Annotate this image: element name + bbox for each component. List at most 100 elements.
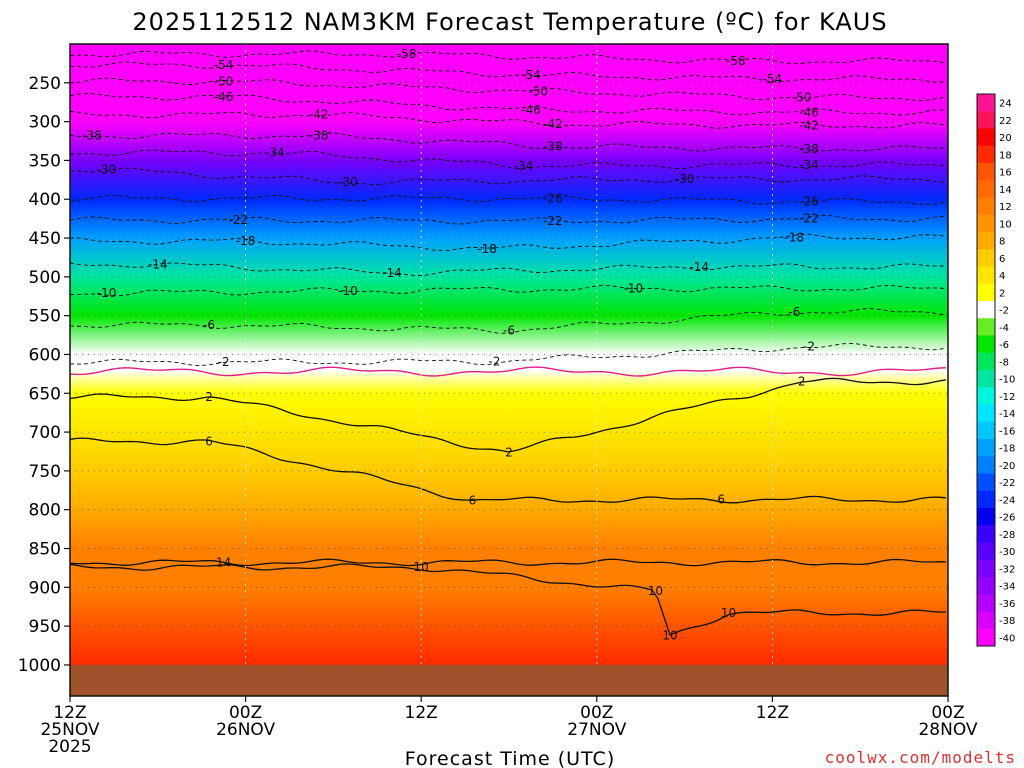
credit-link[interactable]: coolwx.com/modelts [825,748,1016,767]
x-tick-label: 00Z [931,703,964,723]
contour-label: 10 [648,584,663,598]
colorbar-swatch [977,163,995,181]
colorbar-swatch [977,611,995,630]
colorbar-label: 10 [999,219,1012,230]
x-tick-label: 00Z [229,703,262,723]
contour-line [70,558,947,567]
ground-below-surface [70,664,948,696]
colorbar-swatch [977,249,995,267]
colorbar-label: -36 [999,599,1015,610]
contour-label: -22 [799,212,819,226]
grid-lines [70,44,948,696]
colorbar-swatch [977,335,995,354]
contour-label: -6 [503,323,515,337]
contour-lines [70,50,947,636]
y-tick-label: 650 [29,384,61,404]
contour-label: -6 [788,305,800,319]
y-tick-label: 950 [29,617,61,637]
colorbar-swatch [977,508,995,526]
colorbar-swatch [977,628,995,647]
colorbar-swatch [977,128,995,147]
contour-label: 6 [717,493,725,507]
colorbar-swatch [977,456,995,474]
contour-label: -14 [148,257,168,271]
colorbar-label: -40 [999,633,1015,644]
contour-label: -22 [228,213,248,227]
contour-label: 14 [216,555,231,569]
contour-label: 2 [205,390,213,404]
contour-label: -58 [726,54,746,68]
contour-label: -2 [488,354,500,368]
contour-label: 2 [798,375,806,389]
contour-label: -10 [338,284,358,298]
colorbar-label: -22 [999,478,1015,489]
colorbar-label: -34 [999,582,1015,593]
colorbar-label: 12 [999,202,1012,213]
colorbar-label: 16 [999,168,1012,179]
contour-label: -38 [799,142,819,156]
colorbar-label: 8 [999,237,1005,248]
y-axis: 1000 950 900 850 800 750 700 650 600 550 500 450 400… [18,74,70,676]
contour-line [70,377,947,453]
contour-line [70,77,947,101]
colorbar-swatch [977,473,995,492]
contour-label: -42 [799,119,819,133]
colorbar-swatch [977,577,995,595]
contour-line [70,563,946,636]
contour-label: -26 [543,191,563,205]
y-tick-label: 850 [29,540,61,560]
y-tick-label: 550 [29,307,61,327]
colorbar-label: 4 [999,271,1005,282]
colorbar-label: -32 [999,564,1015,575]
x-tick-label: 26NOV [216,720,275,740]
y-tick-label: 400 [29,190,61,210]
contour-label: -18 [785,230,805,244]
contour-labels: -58 -58-54-54 -54-50-50 -50-46-46 -46-42-42-… [82,47,819,642]
colorbar-swatch [977,559,995,578]
x-axis-label: Forecast Time (UTC) [405,748,615,768]
contour-line [70,437,947,504]
contour-label: -50 [528,84,548,98]
colorbar-swatch [977,214,995,233]
y-tick-label: 300 [29,113,61,133]
contour-label: -18 [477,242,497,256]
contour-label: -10 [624,282,644,296]
contour-label: -30 [675,172,695,186]
x-tick-label: 12Z [756,703,789,723]
plot-area [70,44,948,696]
colorbar-label: -14 [999,409,1015,420]
colorbar-label: 24 [999,99,1012,110]
contour-label: -14 [382,266,402,280]
colorbar-swatch [977,352,995,371]
x-tick-label: 2025 [48,737,91,757]
contour-label: -14 [689,260,709,274]
colorbar-label: -10 [999,375,1015,386]
colorbar-swatch [977,525,995,543]
contour-label: 10 [662,628,677,642]
contour-label: -58 [397,47,417,61]
contour-label: -18 [236,234,256,248]
contour-label: -42 [543,117,563,131]
y-tick-label: 350 [29,151,61,171]
plot-frame [69,43,949,697]
colorbar-swatch [977,197,995,216]
y-tick-label: 600 [29,345,61,365]
colorbar-label: -18 [999,444,1015,455]
colorbar-swatch [977,301,995,319]
colorbar-swatch [977,404,995,423]
contour-label: -46 [214,90,234,104]
colorbar-label: 2 [999,288,1005,299]
contour-label: 6 [469,493,477,507]
contour-label: -34 [265,146,285,160]
contour-label: -30 [338,175,358,189]
colorbar-legend: 24 22 20 18 16 14 12 10 8 6 4 2 -2 -4 -6 -8 -10 -12 -14 -16… [976,93,1015,647]
colorbar-label: -8 [999,357,1009,368]
contour-line [70,194,947,206]
contour-label: -54 [521,68,541,82]
contour-label: -38 [543,139,563,153]
colorbar-label: -6 [999,340,1009,351]
contour-label: -54 [763,72,783,86]
colorbar-label: -4 [999,323,1009,334]
colorbar-label: -20 [999,461,1015,472]
colorbar-swatch [977,283,995,302]
